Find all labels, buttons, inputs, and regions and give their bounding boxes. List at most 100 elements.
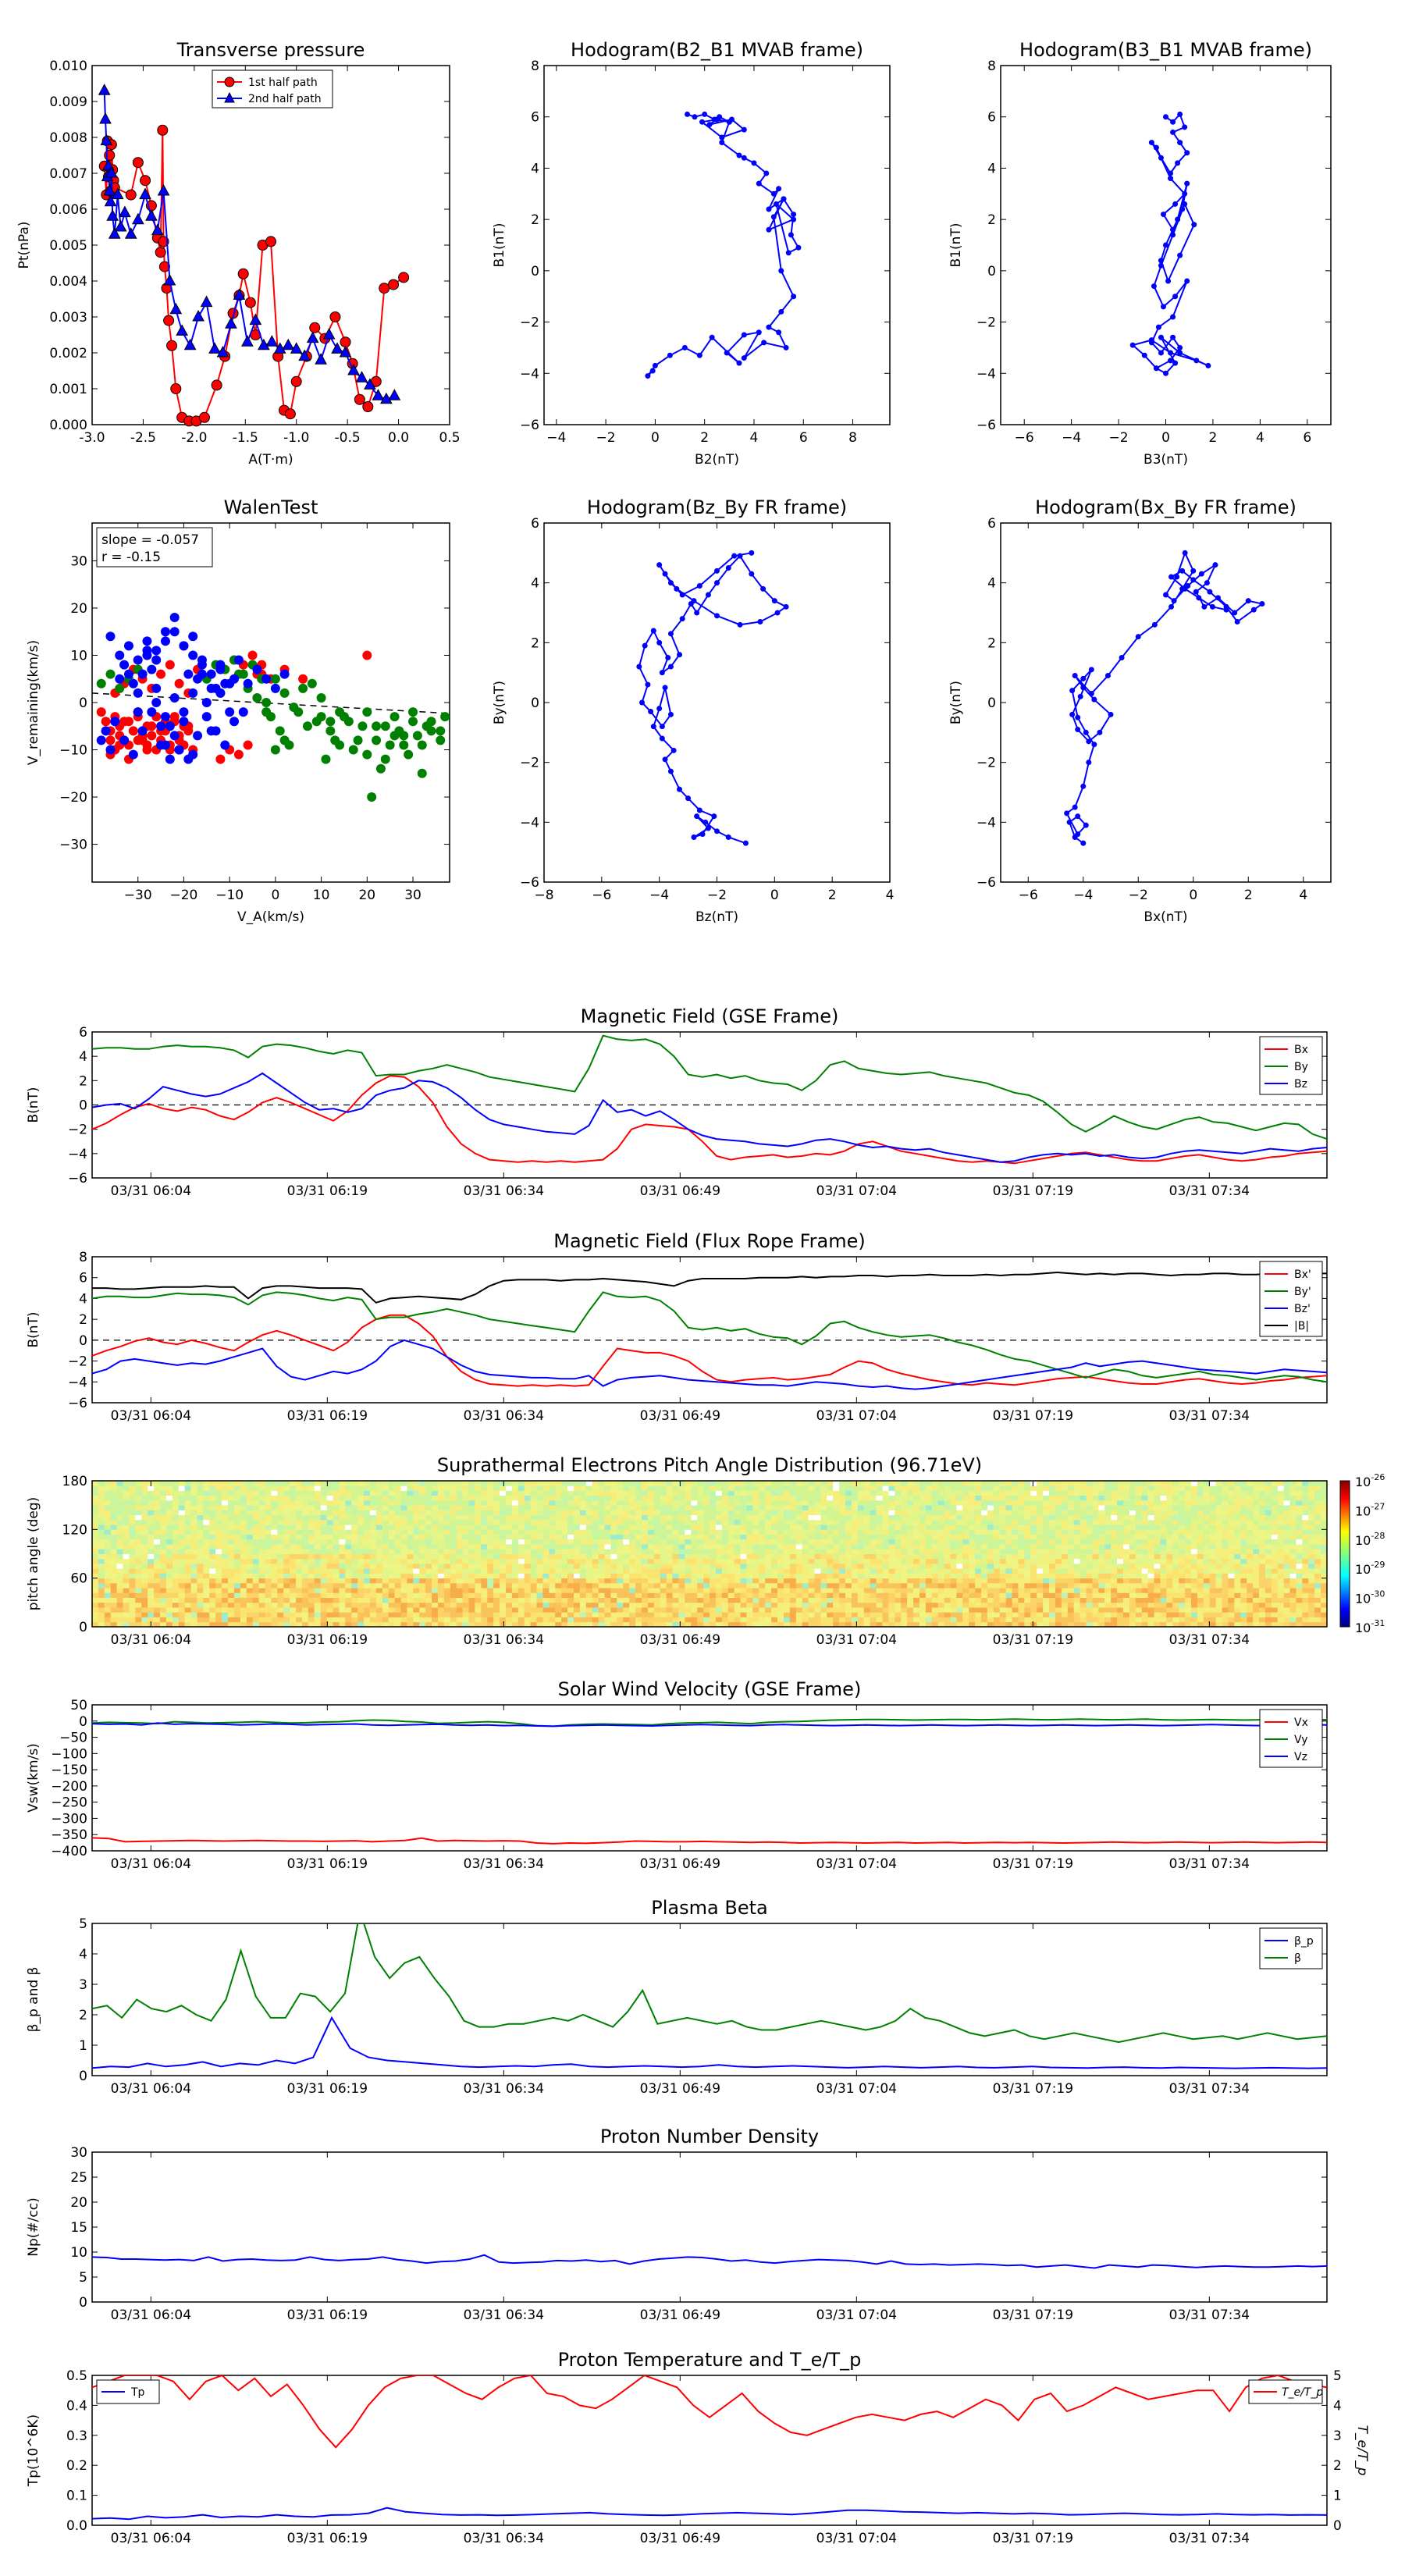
heatmap-cell: [820, 1573, 827, 1579]
heatmap-cell: [400, 1617, 407, 1623]
heatmap-cell: [771, 1573, 778, 1579]
heatmap-cell: [783, 1525, 791, 1530]
heatmap-cell: [820, 1563, 827, 1569]
x-tick-label: 03/31 07:04: [816, 1183, 897, 1199]
heatmap-cell: [827, 1553, 834, 1560]
heatmap-cell: [339, 1505, 346, 1510]
data-point: [160, 636, 170, 646]
heatmap-cell: [481, 1485, 488, 1491]
heatmap-cell: [641, 1617, 649, 1623]
heatmap-cell: [691, 1563, 698, 1569]
heatmap-cell: [777, 1578, 784, 1584]
heatmap-cell: [629, 1582, 636, 1589]
heatmap-cell: [549, 1568, 556, 1574]
heatmap-cell: [777, 1495, 784, 1501]
heatmap-cell: [209, 1553, 216, 1560]
heatmap-cell: [135, 1558, 142, 1564]
data-point: [385, 740, 395, 750]
data-point: [128, 749, 138, 760]
heatmap-cell: [148, 1505, 155, 1510]
heatmap-cell: [475, 1519, 482, 1525]
heatmap-cell: [178, 1582, 186, 1589]
heatmap-cell: [172, 1549, 180, 1554]
data-point: [142, 745, 152, 755]
heatmap-cell: [400, 1544, 407, 1550]
data-point: [726, 119, 732, 125]
heatmap-cell: [246, 1485, 254, 1491]
heatmap-cell: [364, 1539, 371, 1545]
heatmap-cell: [240, 1592, 247, 1598]
heatmap-cell: [110, 1578, 118, 1584]
heatmap-cell: [771, 1514, 778, 1521]
heatmap-cell: [827, 1549, 834, 1554]
heatmap-cell: [777, 1505, 784, 1510]
data-point: [372, 389, 385, 400]
heatmap-cell: [240, 1549, 247, 1554]
x-tick-label: -2.0: [181, 430, 207, 446]
heatmap-cell: [802, 1485, 809, 1491]
heatmap-cell: [339, 1519, 346, 1525]
heatmap-cell: [450, 1525, 457, 1530]
heatmap-cell: [740, 1592, 747, 1598]
data-point: [252, 664, 262, 674]
heatmap-cell: [561, 1500, 568, 1506]
heatmap-cell: [345, 1588, 352, 1593]
heatmap-cell: [215, 1553, 222, 1560]
heatmap-cell: [172, 1568, 180, 1574]
heatmap-cell: [623, 1485, 630, 1491]
heatmap-cell: [203, 1588, 210, 1593]
data-point: [114, 219, 127, 232]
heatmap-cell: [623, 1510, 630, 1516]
data-point: [311, 717, 322, 727]
heatmap-cell: [789, 1485, 797, 1491]
heatmap-cell: [222, 1505, 229, 1510]
heatmap-cell: [857, 1544, 865, 1550]
heatmap-cell: [549, 1505, 556, 1510]
heatmap-cell: [277, 1485, 284, 1491]
heatmap-cell: [524, 1582, 532, 1589]
heatmap-cell: [345, 1612, 352, 1617]
hodogram-bz-by-chart: Hodogram(Bz_By FR frame)Bz(nT)By(nT)−6−4…: [492, 496, 894, 925]
heatmap-cell: [623, 1558, 630, 1564]
heatmap-cell: [549, 1573, 556, 1579]
heatmap-cell: [678, 1563, 685, 1569]
data-point: [1168, 574, 1175, 580]
heatmap-cell: [808, 1525, 815, 1530]
series-line: [92, 1291, 1327, 1383]
heatmap-cell: [345, 1553, 352, 1560]
heatmap-cell: [579, 1582, 587, 1589]
heatmap-cell: [468, 1490, 475, 1496]
heatmap-cell: [141, 1514, 148, 1521]
heatmap-cell: [308, 1534, 315, 1540]
heatmap-cell: [419, 1500, 426, 1506]
heatmap-cell: [160, 1539, 167, 1545]
heatmap-cell: [320, 1525, 327, 1530]
heatmap-cell: [364, 1612, 371, 1617]
heatmap-cell: [258, 1602, 265, 1608]
heatmap-cell: [233, 1529, 241, 1535]
heatmap-cell: [542, 1607, 550, 1613]
heatmap-cell: [228, 1549, 235, 1554]
heatmap-cell: [653, 1607, 661, 1613]
heatmap-cell: [375, 1549, 383, 1554]
heatmap-cell: [116, 1582, 123, 1589]
heatmap-cell: [165, 1563, 173, 1569]
heatmap-cell: [190, 1558, 197, 1564]
heatmap-cell: [104, 1485, 112, 1491]
heatmap-cell: [314, 1553, 322, 1560]
heatmap-cell: [388, 1553, 395, 1560]
heatmap-cell: [172, 1592, 180, 1598]
heatmap-cell: [530, 1495, 537, 1501]
heatmap-cell: [252, 1481, 259, 1486]
heatmap-cell: [555, 1592, 562, 1598]
heatmap-cell: [691, 1481, 698, 1486]
x-tick-label: 03/31 07:04: [816, 1856, 897, 1872]
heatmap-cell: [536, 1500, 543, 1506]
heatmap-cell: [468, 1602, 475, 1608]
heatmap-cell: [258, 1481, 265, 1486]
heatmap-cell: [678, 1549, 685, 1554]
heatmap-cell: [301, 1505, 309, 1510]
heatmap-cell: [400, 1549, 407, 1554]
heatmap-cell: [271, 1525, 278, 1530]
heatmap-cell: [579, 1549, 587, 1554]
